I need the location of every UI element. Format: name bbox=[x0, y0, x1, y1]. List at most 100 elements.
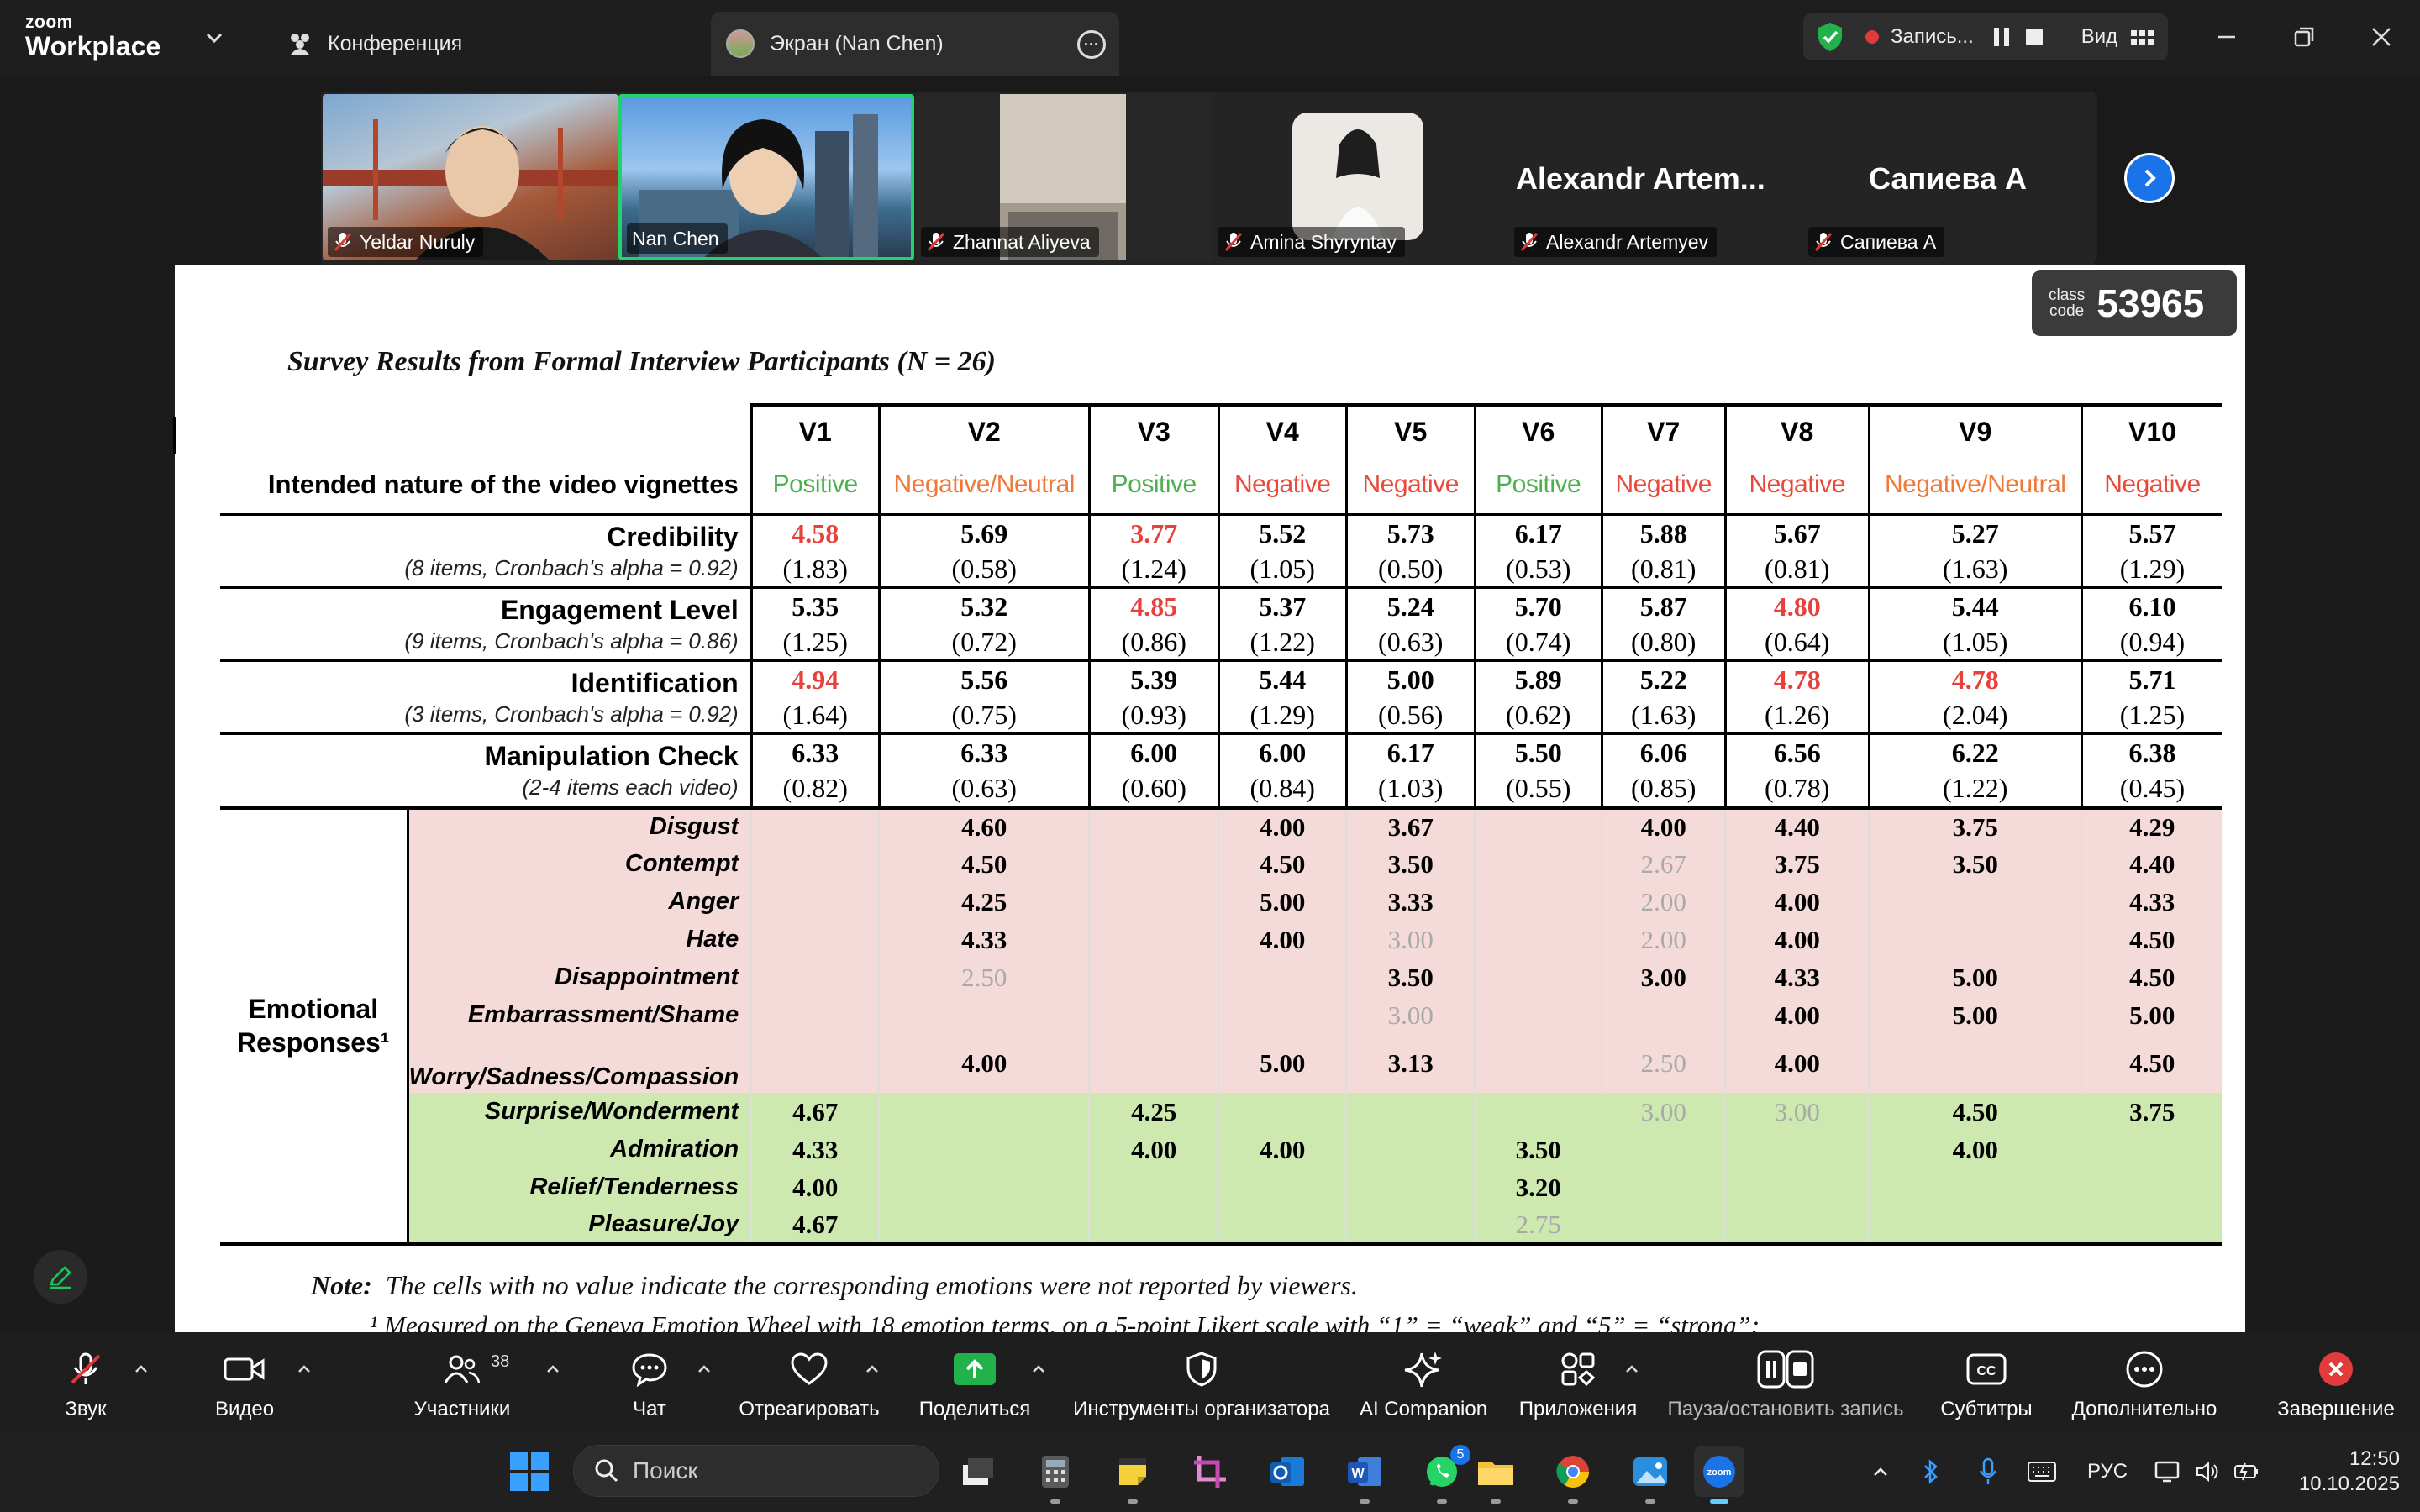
volume-icon[interactable] bbox=[2195, 1452, 2220, 1492]
emotion-cell bbox=[1345, 1131, 1476, 1168]
emotion-cell bbox=[878, 1168, 1090, 1206]
minimize-icon[interactable] bbox=[2210, 20, 2244, 54]
participants-button[interactable]: 38 Участники bbox=[395, 1332, 529, 1431]
taskbar-clock[interactable]: 12:50 10.10.2025 bbox=[2282, 1446, 2400, 1497]
taskbar-app-whatsapp[interactable]: 5 bbox=[1417, 1445, 1470, 1504]
end-meeting-button[interactable]: Завершение bbox=[2269, 1332, 2403, 1431]
metric-sd: (0.45) bbox=[2119, 772, 2186, 803]
emotion-cell bbox=[750, 996, 880, 1034]
participant-name-text: Yeldar Nuruly bbox=[360, 230, 476, 253]
taskbar-app-outlook[interactable] bbox=[1262, 1446, 1313, 1497]
search-icon bbox=[595, 1459, 618, 1483]
react-label: Отреагировать bbox=[739, 1398, 880, 1420]
share-screen-button[interactable]: Поделиться bbox=[916, 1332, 1034, 1431]
keyboard-icon[interactable] bbox=[2027, 1452, 2057, 1492]
more-label: Дополнительно bbox=[2071, 1398, 2217, 1420]
video-button[interactable]: Видео bbox=[198, 1332, 291, 1431]
video-tile[interactable]: Amina Shyryntay bbox=[1213, 94, 1507, 260]
class-code-value: 53965 bbox=[2096, 281, 2205, 325]
taskbar-app-word[interactable]: W bbox=[1339, 1446, 1390, 1504]
nature-cell: Positive bbox=[750, 457, 880, 514]
emotion-cell: 4.29 bbox=[2081, 805, 2223, 845]
emotion-cell bbox=[1088, 1034, 1219, 1093]
apps-button[interactable]: Приложения bbox=[1512, 1332, 1644, 1431]
taskbar-app-sticky-notes[interactable] bbox=[1107, 1446, 1158, 1504]
chevron-right-icon bbox=[2144, 169, 2156, 187]
metric-mean: 6.17 bbox=[1386, 737, 1434, 768]
emotion-name: Disappointment bbox=[555, 963, 739, 990]
chat-button[interactable]: Чат bbox=[615, 1332, 684, 1431]
emotion-cell: 3.00 bbox=[1345, 921, 1476, 958]
more-icon[interactable]: ··· bbox=[1077, 30, 1106, 59]
tab-conference[interactable]: Конференция bbox=[286, 12, 706, 76]
metric-mean: 5.87 bbox=[1639, 591, 1687, 622]
microphone-icon[interactable] bbox=[1978, 1452, 1998, 1492]
taskbar-app-snipping-tool[interactable] bbox=[1185, 1446, 1235, 1497]
chevron-up-icon[interactable] bbox=[696, 1361, 713, 1378]
taskbar-app-zoom[interactable]: zoom bbox=[1694, 1446, 1744, 1504]
chevron-up-icon[interactable] bbox=[864, 1361, 881, 1378]
clock-time: 12:50 bbox=[2349, 1447, 2400, 1470]
metric-cell: 4.80 (0.64) bbox=[1723, 585, 1870, 660]
next-page-button[interactable] bbox=[2124, 153, 2175, 203]
captions-button[interactable]: CC Субтитры bbox=[1940, 1332, 2033, 1431]
more-button[interactable]: Дополнительно bbox=[2065, 1332, 2223, 1431]
bluetooth-icon[interactable] bbox=[1921, 1452, 1941, 1492]
windows-start-icon[interactable] bbox=[509, 1452, 550, 1492]
video-tile-active-speaker[interactable]: Nan Chen bbox=[618, 94, 914, 260]
emotion-cell bbox=[750, 883, 880, 921]
metric-mean: 4.85 bbox=[1130, 591, 1178, 622]
stop-icon[interactable] bbox=[2025, 29, 2043, 45]
video-tile[interactable]: Alexandr Artem... Alexandr Artemyev bbox=[1509, 94, 1803, 260]
pause-stop-recording-button[interactable]: Пауза/остановить запись bbox=[1664, 1332, 1907, 1431]
metric-sd: (1.29) bbox=[1249, 699, 1315, 730]
emotion-cell: 3.20 bbox=[1474, 1168, 1602, 1206]
emotion-cell: 2.67 bbox=[1601, 845, 1726, 883]
video-tile[interactable]: Zhannat Aliyeva bbox=[916, 94, 1213, 260]
restore-icon[interactable] bbox=[2287, 20, 2321, 54]
emotion-cell bbox=[1218, 1093, 1347, 1131]
network-icon[interactable] bbox=[2154, 1452, 2183, 1492]
pause-icon[interactable] bbox=[1993, 28, 2009, 46]
battery-icon[interactable] bbox=[2232, 1452, 2260, 1492]
metric-sd: (0.50) bbox=[1378, 553, 1444, 584]
metric-mean: 6.10 bbox=[2128, 591, 2176, 622]
close-icon[interactable] bbox=[2365, 20, 2398, 54]
tab-screen-share[interactable]: Экран (Nan Chen) ··· bbox=[711, 12, 1119, 76]
nature-cell: Negative bbox=[1600, 457, 1726, 514]
video-tile[interactable]: Yeldar Nuruly bbox=[323, 94, 618, 260]
end-call-icon bbox=[2319, 1352, 2353, 1386]
taskbar-app-chrome[interactable] bbox=[1548, 1446, 1598, 1504]
chevron-up-icon[interactable] bbox=[1030, 1361, 1047, 1378]
chevron-up-icon[interactable] bbox=[133, 1361, 150, 1378]
audio-button[interactable]: Звук bbox=[34, 1332, 138, 1431]
language-indicator[interactable]: РУС bbox=[2087, 1460, 2128, 1483]
taskbar-app-calculator[interactable] bbox=[1030, 1446, 1081, 1504]
metric-sd: (0.64) bbox=[1765, 626, 1830, 657]
chevron-up-icon[interactable] bbox=[1623, 1361, 1640, 1378]
metric-cell: 5.89 (0.62) bbox=[1473, 659, 1602, 733]
chevron-up-icon[interactable] bbox=[296, 1361, 313, 1378]
metric-cell: 5.73 (0.50) bbox=[1344, 512, 1476, 587]
host-tools-button[interactable]: Инструменты организатора bbox=[1067, 1332, 1336, 1431]
video-tile[interactable]: Сапиева А Сапиева А bbox=[1803, 94, 2097, 260]
react-button[interactable]: Отреагировать bbox=[733, 1332, 886, 1431]
emotion-cell: 2.00 bbox=[1601, 921, 1726, 958]
metric-cell: 4.58 (1.83) bbox=[750, 512, 880, 587]
annotate-button[interactable] bbox=[34, 1250, 87, 1304]
metric-mean: 5.32 bbox=[960, 591, 1008, 622]
ai-companion-button[interactable]: AI Companion bbox=[1353, 1332, 1494, 1431]
emotion-cell: 5.00 bbox=[1868, 996, 2082, 1034]
taskbar-search[interactable]: Поиск bbox=[573, 1445, 939, 1497]
emotion-name: Worry/Sadness/Compassion bbox=[408, 1063, 739, 1090]
taskbar-app-terminal[interactable] bbox=[953, 1446, 1003, 1497]
tray-overflow-icon[interactable] bbox=[1870, 1452, 1891, 1492]
chevron-up-icon[interactable] bbox=[544, 1361, 561, 1378]
chevron-down-icon[interactable] bbox=[203, 27, 225, 49]
shield-check-icon[interactable] bbox=[1813, 20, 1847, 54]
metric-cell: 4.85 (0.86) bbox=[1087, 585, 1219, 660]
view-button[interactable]: Вид bbox=[2081, 25, 2154, 49]
taskbar-app-photos[interactable] bbox=[1625, 1446, 1676, 1504]
taskbar-app-file-explorer[interactable] bbox=[1470, 1446, 1521, 1504]
emotion-cell bbox=[1868, 1168, 2082, 1206]
